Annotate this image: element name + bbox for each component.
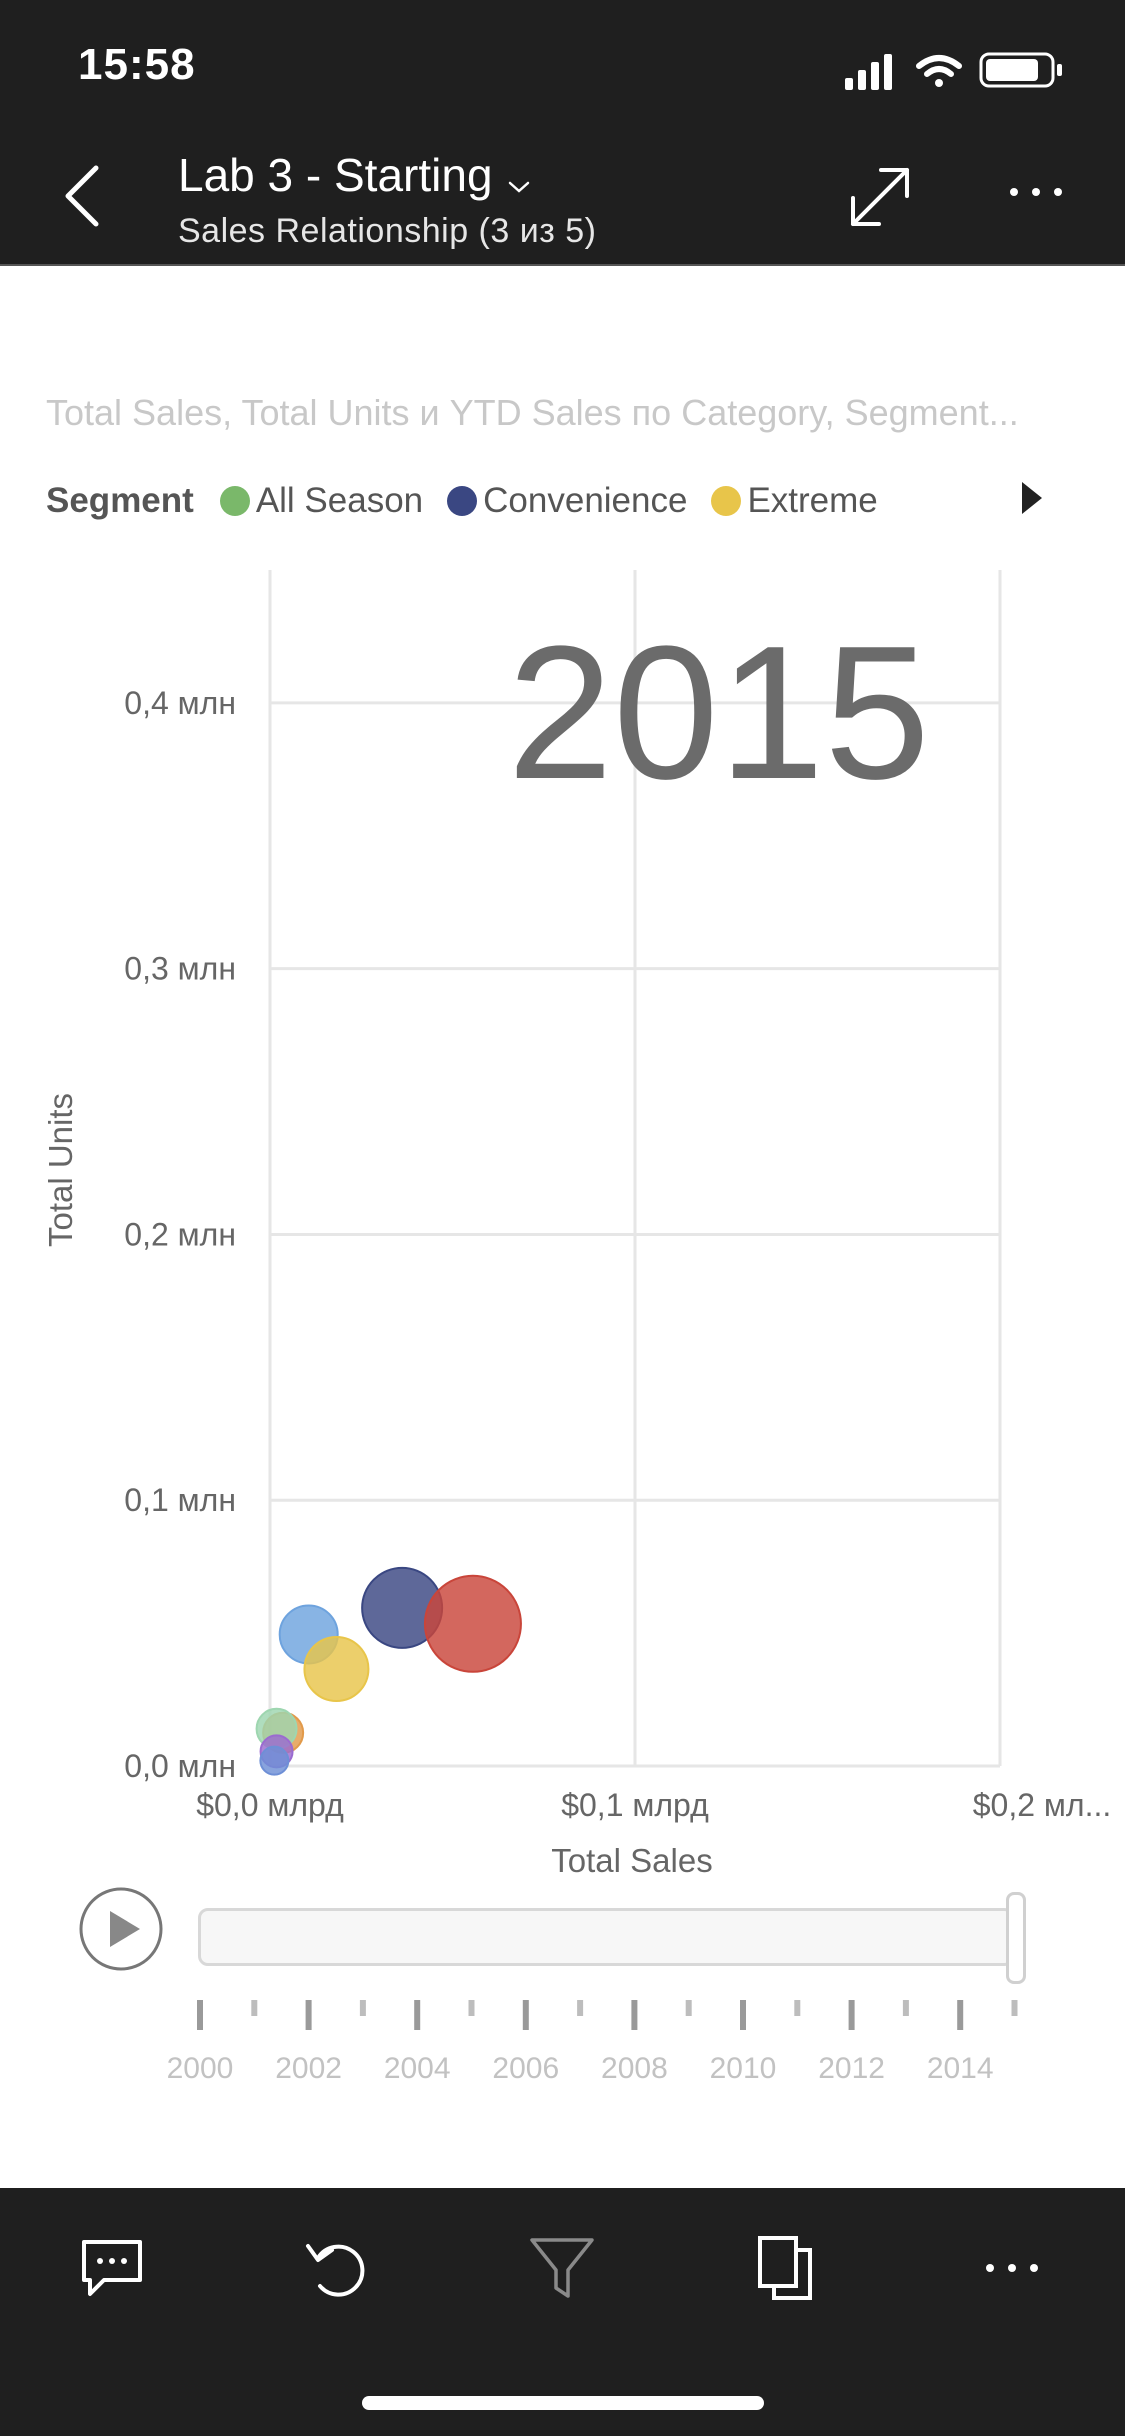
play-axis-year-label: 2012 bbox=[818, 2052, 885, 2085]
play-axis-tick bbox=[685, 2000, 692, 2016]
status-icons bbox=[845, 52, 1062, 90]
play-axis-tick bbox=[197, 2000, 203, 2030]
legend-item-label: Convenience bbox=[483, 481, 688, 520]
play-axis-tick bbox=[414, 2000, 421, 2030]
signal-icon bbox=[845, 54, 892, 90]
play-axis-tick bbox=[902, 2000, 909, 2016]
play-axis-handle[interactable] bbox=[1006, 1892, 1026, 1984]
legend-item-convenience[interactable]: Convenience bbox=[447, 481, 687, 521]
scatter-chart: 2015 0,0 млн 0,1 млн 0,2 млн 0,3 млн 0,4 млн… bbox=[42, 570, 1111, 1879]
legend-dot bbox=[447, 486, 478, 516]
play-axis-tick bbox=[251, 2000, 258, 2016]
chevron-down-icon bbox=[508, 181, 530, 193]
more-options-icon[interactable] bbox=[972, 2228, 1052, 2308]
chart-points bbox=[255, 1566, 522, 1776]
back-icon[interactable] bbox=[56, 160, 116, 230]
x-tick-label: $0,2 мл... bbox=[973, 1787, 1112, 1823]
legend-item-label: Extreme bbox=[747, 481, 878, 520]
play-axis-year-label: 2004 bbox=[384, 2052, 451, 2085]
play-year-label: 2015 bbox=[507, 607, 930, 819]
play-icon bbox=[110, 1911, 140, 1947]
play-axis-ticks: 2000 2002 2004 2006 2008 2010 2012 2014 bbox=[167, 2000, 1018, 2085]
x-axis-title: Total Sales bbox=[551, 1842, 712, 1879]
legend-item-all-season[interactable]: All Season bbox=[219, 481, 424, 521]
y-tick-label: 0,1 млн bbox=[124, 1482, 236, 1518]
top-app-bar: 15:58 Lab 3 - Starting Sales Relati bbox=[0, 0, 1125, 266]
play-axis-year-label: 2006 bbox=[492, 2052, 559, 2085]
play-axis-tick bbox=[577, 2000, 584, 2016]
x-tick-label: $0,1 млрд bbox=[561, 1787, 709, 1823]
play-axis-tick bbox=[794, 2000, 801, 2016]
visual-title: Total Sales, Total Units и YTD Sales по … bbox=[46, 392, 1019, 433]
play-axis-tick bbox=[522, 2000, 529, 2030]
play-axis-track[interactable] bbox=[198, 1908, 1014, 1966]
home-indicator[interactable] bbox=[362, 2396, 764, 2410]
legend-label: Segment bbox=[46, 481, 194, 520]
status-time: 15:58 bbox=[78, 40, 196, 89]
play-axis-year-label: 2010 bbox=[710, 2052, 777, 2085]
play-axis-year-label: 2008 bbox=[601, 2052, 668, 2085]
battery-icon bbox=[979, 52, 1062, 88]
report-title-area[interactable]: Lab 3 - Starting Sales Relationship (3 и… bbox=[178, 148, 597, 251]
play-axis-tick bbox=[1011, 2000, 1018, 2016]
legend-dot bbox=[219, 486, 250, 516]
scatter-point[interactable] bbox=[303, 1635, 370, 1702]
legend-item-label: All Season bbox=[255, 481, 424, 520]
play-axis-tick bbox=[957, 2000, 964, 2030]
comment-icon[interactable] bbox=[72, 2228, 152, 2308]
play-axis-tick bbox=[305, 2000, 312, 2030]
wifi-icon bbox=[916, 55, 962, 87]
play-axis-year-label: 2000 bbox=[167, 2052, 234, 2085]
legend: Segment All Season Convenience Extreme bbox=[46, 476, 902, 526]
more-options-icon[interactable] bbox=[1000, 160, 1070, 230]
legend-item-extreme[interactable]: Extreme bbox=[711, 481, 878, 521]
y-tick-label: 0,4 млн bbox=[124, 685, 236, 721]
play-axis-tick bbox=[631, 2000, 638, 2030]
y-tick-labels: 0,0 млн 0,1 млн 0,2 млн 0,3 млн 0,4 млн bbox=[124, 685, 236, 1784]
scatter-point[interactable] bbox=[423, 1574, 522, 1673]
reset-icon[interactable] bbox=[298, 2228, 378, 2308]
play-axis-year-label: 2014 bbox=[927, 2052, 994, 2085]
expand-icon[interactable] bbox=[845, 162, 915, 232]
x-tick-label: $0,0 млрд bbox=[196, 1787, 344, 1823]
chart-grid bbox=[268, 570, 1002, 1768]
x-tick-labels: $0,0 млрд $0,1 млрд $0,2 мл... bbox=[196, 1787, 1111, 1823]
pages-icon[interactable] bbox=[748, 2228, 828, 2308]
play-button[interactable] bbox=[78, 1886, 164, 1972]
play-axis-tick bbox=[848, 2000, 855, 2030]
play-axis-tick bbox=[740, 2000, 746, 2030]
play-axis-tick bbox=[359, 2000, 366, 2016]
legend-next-arrow-icon[interactable] bbox=[1018, 478, 1048, 518]
play-axis-year-label: 2002 bbox=[275, 2052, 342, 2085]
report-title: Lab 3 - Starting bbox=[178, 149, 493, 201]
legend-dot bbox=[711, 486, 742, 516]
y-axis-title: Total Units bbox=[42, 1093, 79, 1247]
play-axis-tick bbox=[468, 2000, 475, 2016]
y-tick-label: 0,2 млн bbox=[124, 1216, 236, 1252]
y-tick-label: 0,3 млн bbox=[124, 951, 236, 987]
filter-icon[interactable] bbox=[522, 2228, 602, 2308]
y-tick-label: 0,0 млн bbox=[124, 1748, 236, 1784]
bottom-toolbar bbox=[0, 2188, 1125, 2436]
scatter-point[interactable] bbox=[259, 1745, 290, 1776]
page-subtitle: Sales Relationship (3 из 5) bbox=[178, 212, 597, 250]
